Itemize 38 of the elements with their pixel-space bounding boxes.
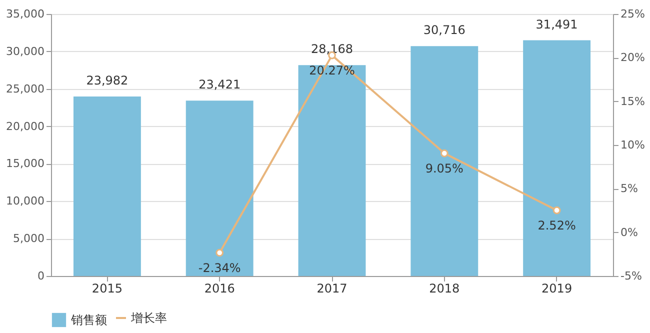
- data-label: 28,168: [311, 42, 353, 56]
- y2-tick-label: 0%: [620, 226, 638, 239]
- y2-tick-label: -5%: [620, 270, 642, 282]
- bar: [73, 96, 141, 276]
- data-label: 2.52%: [538, 218, 576, 232]
- y-tick-label: 25,000: [6, 82, 44, 96]
- y-tick-label: 35,000: [6, 8, 44, 20]
- y2-tick-label: 20%: [620, 51, 645, 64]
- bar: [523, 40, 591, 276]
- y2-tick-label: 25%: [620, 8, 645, 20]
- data-label: 30,716: [423, 23, 466, 38]
- bar: [186, 100, 254, 276]
- y-tick-label: 10,000: [6, 194, 44, 208]
- data-label: 31,491: [536, 17, 578, 32]
- y-tick-label: 0: [38, 270, 44, 282]
- bar: [298, 65, 366, 276]
- x-tick-label: 2015: [92, 282, 122, 296]
- y-tick-label: 5,000: [13, 232, 44, 246]
- x-tick-label: 2018: [429, 282, 460, 296]
- y2-tick-label: 15%: [620, 94, 645, 108]
- y-tick-label: 20,000: [6, 120, 44, 133]
- x-tick-label: 2019: [542, 282, 572, 296]
- point: [552, 206, 561, 214]
- legend-label: 销售额: [70, 313, 107, 327]
- legend-label: 增长率: [130, 311, 167, 325]
- point: [440, 149, 448, 158]
- x-tick-label: 2017: [316, 282, 348, 296]
- y2-tick-label: 10%: [620, 138, 645, 152]
- data-label: -2.34%: [198, 260, 241, 275]
- data-label: 23,982: [86, 73, 128, 88]
- x-tick-label: 2016: [204, 282, 235, 296]
- bar: [410, 46, 478, 276]
- data-label: 23,421: [198, 78, 241, 92]
- y-tick-label: 30,000: [6, 44, 44, 58]
- point: [216, 248, 224, 257]
- y-tick-label: 15,000: [6, 157, 44, 170]
- data-label: 9.05%: [425, 161, 464, 176]
- y2-tick-label: 5%: [620, 182, 638, 196]
